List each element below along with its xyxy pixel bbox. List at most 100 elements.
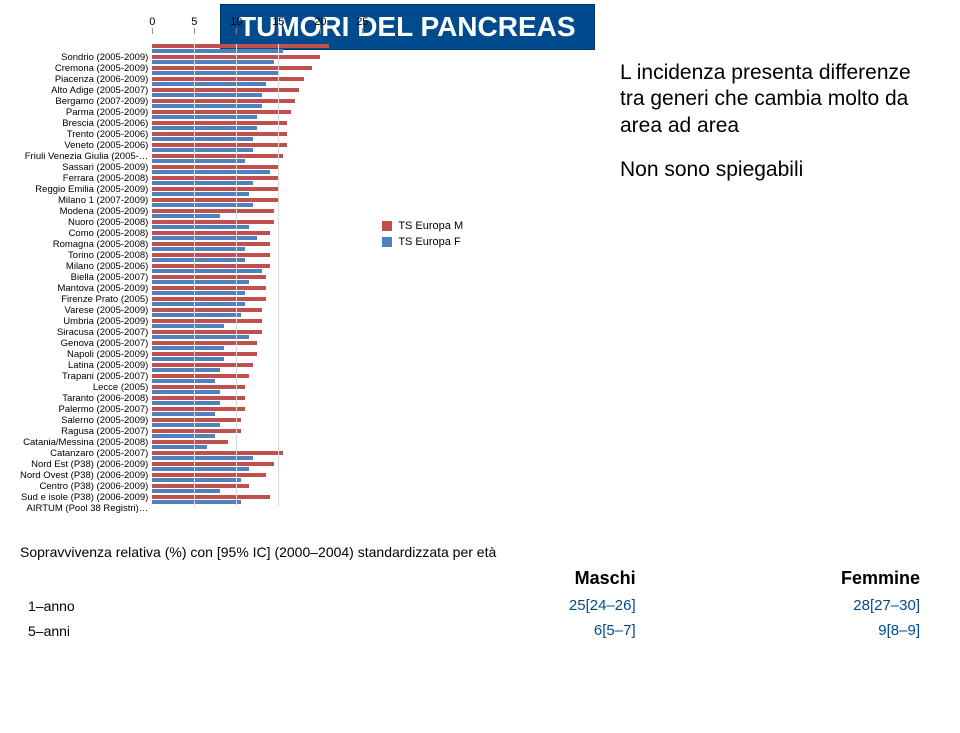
commentary-text: L incidenza presenta differenze tra gene… <box>620 60 940 201</box>
bar-m <box>152 495 270 499</box>
bar-m <box>152 473 265 477</box>
category-label: Catania/Messina (2005-2008) <box>23 437 148 448</box>
column-header-femmine: Femmine <box>696 564 940 593</box>
bar-f <box>152 467 249 471</box>
bar-pair <box>152 319 362 328</box>
bar-m <box>152 176 278 180</box>
category-label: Umbria (2005-2009) <box>63 316 148 327</box>
x-tick: 0 <box>149 16 155 34</box>
bar-m <box>152 253 270 257</box>
bar-f <box>152 302 244 306</box>
bar-m <box>152 209 274 213</box>
legend-item: TS Europa M <box>382 220 463 232</box>
category-label: Sassari (2005-2009) <box>62 162 148 173</box>
category-label: Ragusa (2005-2007) <box>61 426 148 437</box>
bar-m <box>152 242 270 246</box>
bar-pair <box>152 99 362 108</box>
bar-f <box>152 71 278 75</box>
gridline <box>278 44 279 506</box>
category-label: Napoli (2005-2009) <box>67 349 148 360</box>
bar-pair <box>152 242 362 251</box>
bar-m <box>152 264 270 268</box>
bar-f <box>152 368 219 372</box>
bar-f <box>152 214 219 218</box>
bar-m <box>152 154 282 158</box>
legend-label: TS Europa M <box>398 220 463 232</box>
bar-m <box>152 275 265 279</box>
bar-pair <box>152 462 362 471</box>
category-label: Milano 1 (2007-2009) <box>58 195 148 206</box>
category-label: Brescia (2005-2006) <box>62 118 148 129</box>
bar-pair <box>152 264 362 273</box>
category-label: Milano (2005-2006) <box>66 261 148 272</box>
column-header-maschi: Maschi <box>388 564 696 593</box>
bar-plot: 0510152025 <box>152 16 362 506</box>
cell-5yr-f: 9[8–9] <box>696 618 940 643</box>
bar-m <box>152 429 240 433</box>
bar-m <box>152 352 257 356</box>
bar-m <box>152 88 299 92</box>
x-tick: 10 <box>230 16 242 34</box>
row-label: 5–anni <box>20 618 388 643</box>
category-label: Biella (2005-2007) <box>71 272 149 283</box>
bar-f <box>152 181 253 185</box>
x-tick: 15 <box>272 16 284 34</box>
bar-pair <box>152 363 362 372</box>
bar-m <box>152 385 244 389</box>
commentary-p2: Non sono spiegabili <box>620 157 940 183</box>
category-label: Alto Adige (2005-2007) <box>51 85 148 96</box>
bar-pair <box>152 352 362 361</box>
bar-f <box>152 247 244 251</box>
category-label: Sondrio (2005-2009) <box>61 52 148 63</box>
bar-pair <box>152 165 362 174</box>
bar-f <box>152 60 274 64</box>
category-label: Latina (2005-2009) <box>68 360 148 371</box>
bar-pair <box>152 154 362 163</box>
bar-pair <box>152 198 362 207</box>
survival-header: Sopravvivenza relativa (%) con [95% IC] … <box>20 544 940 560</box>
bar-pair <box>152 286 362 295</box>
bar-pair <box>152 110 362 119</box>
category-label: Siracusa (2005-2007) <box>57 327 148 338</box>
x-tick: 20 <box>314 16 326 34</box>
bar-pair <box>152 330 362 339</box>
bar-pair <box>152 407 362 416</box>
bar-f <box>152 159 244 163</box>
bar-f <box>152 357 223 361</box>
bar-pair <box>152 440 362 449</box>
bar-f <box>152 170 270 174</box>
bar-m <box>152 462 274 466</box>
bar-f <box>152 390 219 394</box>
bar-f <box>152 489 219 493</box>
bar-m <box>152 363 253 367</box>
bar-f <box>152 49 282 53</box>
bar-m <box>152 44 328 48</box>
bars-container <box>152 44 362 504</box>
bar-f <box>152 269 261 273</box>
chart-legend: TS Europa M TS Europa F <box>382 216 463 252</box>
bar-f <box>152 313 240 317</box>
bar-m <box>152 110 291 114</box>
bar-pair <box>152 495 362 504</box>
cell-1yr-m: 25[24–26] <box>388 593 696 618</box>
bar-pair <box>152 451 362 460</box>
bar-m <box>152 187 278 191</box>
bar-f <box>152 203 253 207</box>
table-row: 1–anno 25[24–26] 28[27–30] <box>20 593 940 618</box>
bar-f <box>152 445 207 449</box>
category-label: Sud e isole (P38) (2006-2009) <box>21 492 148 503</box>
bar-pair <box>152 418 362 427</box>
x-tick: 5 <box>191 16 197 34</box>
category-label: Como (2005-2008) <box>69 228 149 239</box>
bar-f <box>152 82 265 86</box>
bar-f <box>152 335 249 339</box>
category-label: Genova (2005-2007) <box>61 338 149 349</box>
bar-m <box>152 308 261 312</box>
category-label: Catanzaro (2005-2007) <box>50 448 148 459</box>
survival-table: Maschi Femmine 1–anno 25[24–26] 28[27–30… <box>20 564 940 643</box>
bar-pair <box>152 297 362 306</box>
bar-f <box>152 291 244 295</box>
x-axis: 0510152025 <box>152 16 362 44</box>
bar-f <box>152 412 215 416</box>
category-label: Cremona (2005-2009) <box>55 63 148 74</box>
